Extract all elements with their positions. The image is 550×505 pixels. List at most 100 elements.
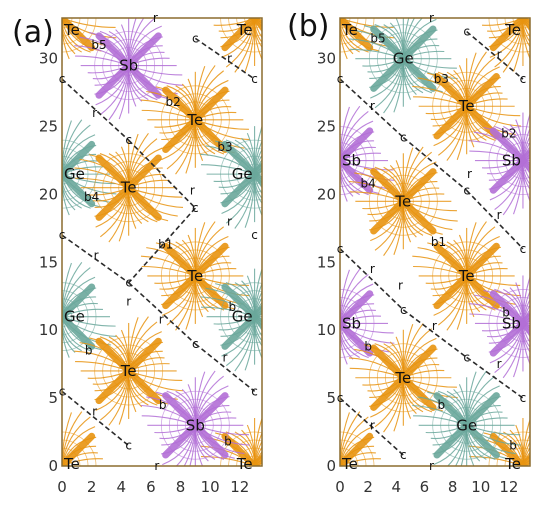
- gradient-line: [62, 18, 63, 19]
- gradient-line: [62, 18, 70, 60]
- x-tick-label: 10: [471, 478, 490, 496]
- contour-ring: [340, 305, 359, 342]
- bond-lobe: [518, 18, 527, 22]
- contour-ring: [340, 313, 351, 334]
- gradient-line: [62, 308, 63, 317]
- atom-basin-te: [348, 146, 458, 256]
- critical-point-label: b4: [84, 190, 99, 204]
- bond-lobe: [221, 283, 259, 321]
- contour-ring: [168, 249, 222, 303]
- bond-lobe: [221, 313, 259, 350]
- bond-lobe: [433, 392, 471, 429]
- atom-basin-te: [348, 323, 458, 433]
- bond-lobe: [162, 242, 199, 280]
- gradient-line: [62, 315, 63, 317]
- gradient-line: [522, 465, 524, 466]
- critical-point-label: c: [463, 25, 470, 39]
- gradient-line: [254, 465, 256, 466]
- atom-label-te: Te: [120, 362, 137, 380]
- critical-point-label: c: [125, 276, 132, 290]
- critical-point-label: r: [92, 405, 97, 419]
- critical-point-label: b: [224, 435, 232, 449]
- gradient-line: [522, 465, 525, 466]
- gradient-line: [340, 307, 341, 324]
- contour-ring: [368, 24, 438, 94]
- critical-point-label: r: [227, 215, 232, 229]
- contour-ring: [228, 290, 262, 344]
- gradient-line: [340, 159, 341, 161]
- bond-lobe: [463, 272, 500, 310]
- critical-point-label: r: [370, 262, 375, 276]
- contour-ring: [376, 174, 430, 228]
- bond-lobe: [433, 242, 471, 280]
- atom-label-te: Te: [504, 21, 521, 39]
- atom-label-ge: Ge: [232, 308, 253, 326]
- gradient-line: [62, 174, 63, 175]
- atom-label-ge: Ge: [456, 416, 477, 434]
- critical-point-label: c: [337, 391, 344, 405]
- gradient-line: [62, 173, 63, 175]
- gradient-line: [340, 159, 341, 161]
- y-tick-label: 0: [48, 457, 58, 475]
- bond-lobe: [370, 197, 407, 235]
- contour-ring: [440, 398, 494, 452]
- gradient-line: [62, 18, 63, 19]
- bond-path-line: [128, 207, 196, 284]
- y-tick-label: 20: [39, 185, 58, 203]
- critical-point-label: r: [94, 249, 99, 263]
- gradient-line: [254, 18, 256, 19]
- gradient-line: [62, 18, 63, 19]
- contour-ring: [440, 79, 494, 133]
- gradient-line: [62, 174, 70, 216]
- contour-ring: [376, 32, 430, 86]
- bond-lobe: [191, 242, 229, 280]
- contour-ring: [62, 147, 89, 201]
- gradient-line: [254, 465, 257, 466]
- gradient-line: [522, 18, 523, 19]
- gradient-line: [522, 18, 524, 19]
- atom-label-sb: Sb: [119, 57, 138, 75]
- bond-lobe: [399, 168, 437, 205]
- bond-lobe: [125, 62, 162, 99]
- x-tick-label: 8: [176, 478, 186, 496]
- critical-point-label: r: [126, 295, 131, 309]
- gradient-line: [340, 18, 341, 19]
- critical-point-label: c: [125, 133, 132, 147]
- atom-label-te: Te: [341, 455, 358, 473]
- bond-lobe: [249, 18, 259, 22]
- bond-lobe: [463, 392, 500, 429]
- contour-ring: [94, 336, 164, 406]
- contour-ring: [236, 18, 262, 37]
- gradient-line: [522, 465, 524, 466]
- critical-point-label: c: [463, 350, 470, 364]
- bond-lobe: [95, 62, 133, 99]
- bond-lobe: [191, 272, 229, 310]
- bond-lobe: [433, 421, 471, 459]
- critical-point-label: c: [400, 303, 407, 317]
- contour-ring: [340, 142, 359, 179]
- x-tick-label: 12: [230, 478, 249, 496]
- critical-point-label: r: [429, 459, 434, 473]
- bond-lobe: [463, 73, 500, 110]
- critical-point-label: r: [227, 52, 232, 66]
- critical-point-label: c: [337, 242, 344, 256]
- gradient-line: [254, 18, 256, 19]
- gradient-line: [254, 18, 255, 19]
- critical-point-label: r: [429, 11, 434, 25]
- contour-ring: [392, 48, 414, 70]
- bond-lobe: [95, 154, 133, 192]
- bond-lobe: [62, 432, 96, 466]
- atom-label-sb: Sb: [186, 416, 205, 434]
- contour-ring: [228, 147, 262, 201]
- contour-ring: [62, 163, 73, 185]
- atom-label-te: Te: [458, 97, 475, 115]
- atom-basin-ge: [200, 267, 262, 372]
- bond-lobe: [251, 313, 262, 330]
- bond-lobe: [399, 25, 437, 63]
- panel-b-frame: [339, 17, 531, 467]
- bond-lobe: [399, 374, 437, 411]
- gradient-line: [62, 303, 63, 317]
- bond-lobe: [251, 18, 262, 31]
- bond-path-line: [62, 78, 130, 141]
- bond-lobe: [463, 242, 500, 280]
